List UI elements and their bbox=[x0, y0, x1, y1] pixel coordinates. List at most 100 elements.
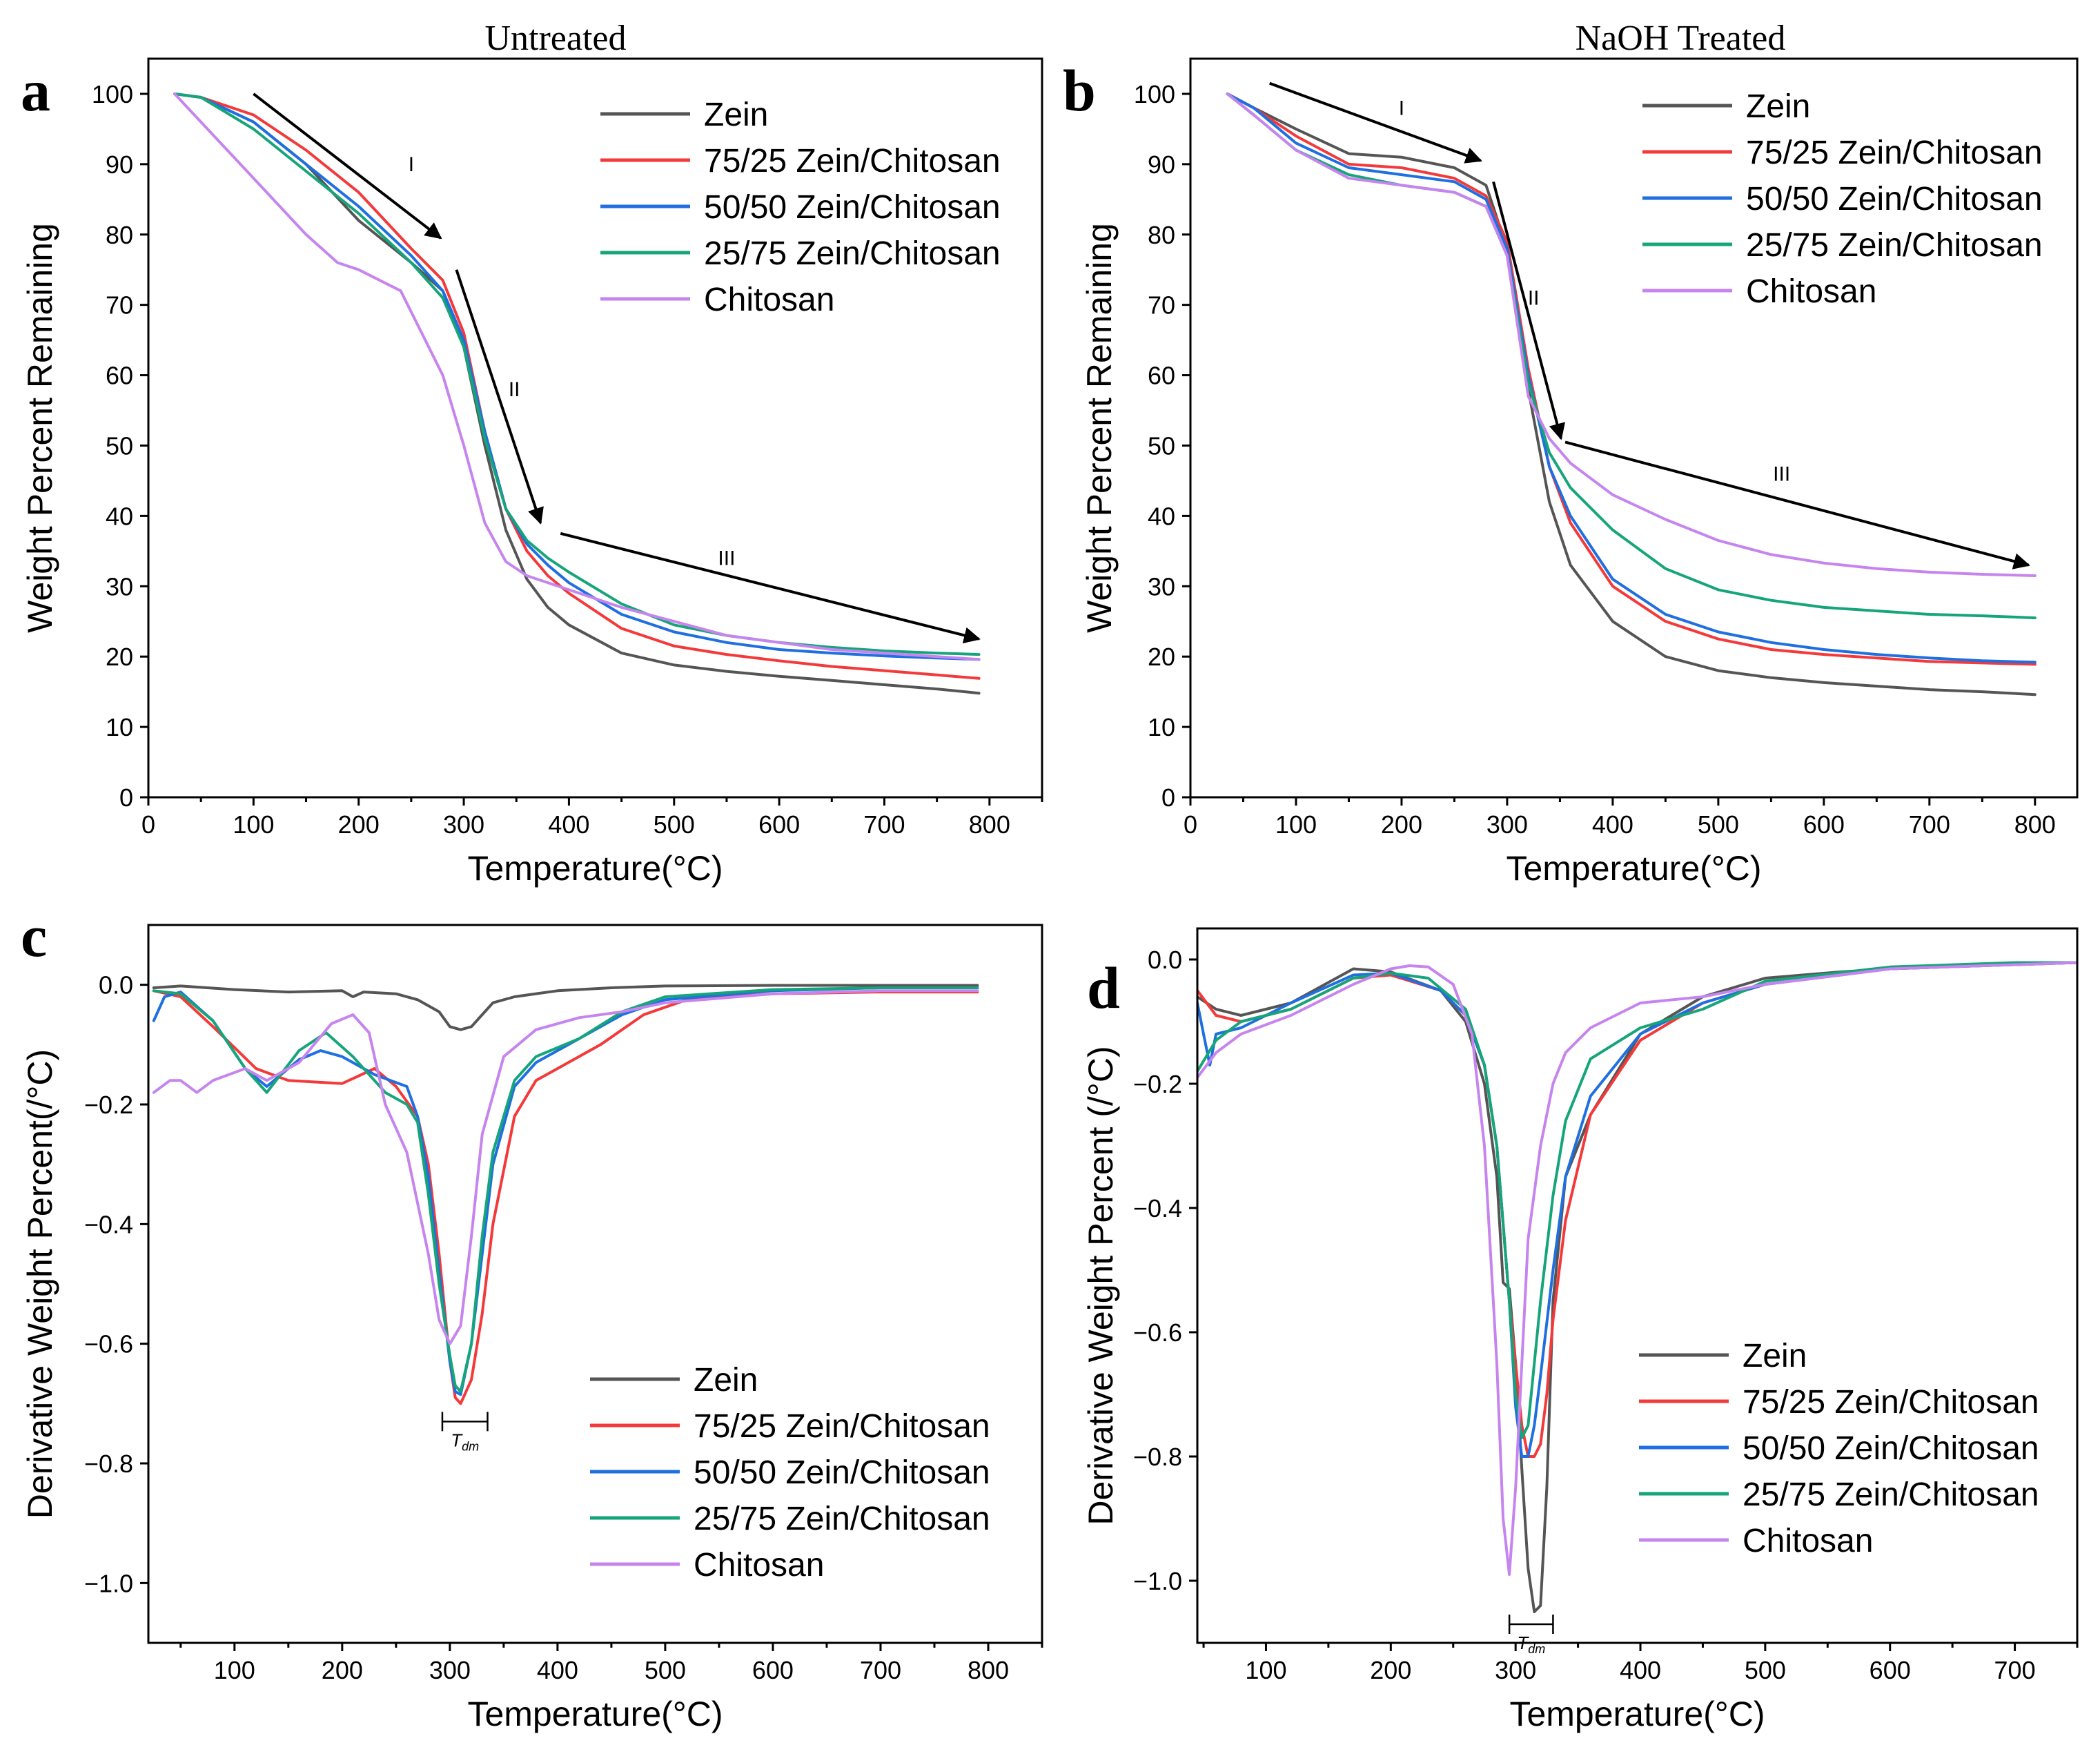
stage-label-b: III bbox=[1773, 462, 1790, 485]
stage-label-b: II bbox=[1528, 287, 1540, 310]
stage-arrow-b bbox=[1492, 181, 1566, 440]
y-tick-label-b: 50 bbox=[1148, 431, 1175, 460]
y-tick-label-a: 100 bbox=[92, 80, 133, 108]
y-tick-label-d: −0.4 bbox=[1133, 1194, 1182, 1222]
x-axis-label-c: Temperature(°C) bbox=[467, 1695, 723, 1733]
legend-label-25-75-zein-chitosan: 25/75 Zein/Chitosan bbox=[1743, 1477, 2039, 1513]
y-tick-label-a: 60 bbox=[106, 362, 133, 390]
series-line-b-75-25-zein-chitosan bbox=[1226, 92, 2037, 666]
x-tick-label-a: 400 bbox=[548, 810, 589, 839]
series-line-c-25-75-zein-chitosan bbox=[152, 986, 979, 1393]
tdm-bracket-c: Tdm bbox=[441, 1412, 489, 1453]
panel-d: 100 200 300 400 500 600 700 0.0 −0.2 −0.4 −0.6 −0.8… bbox=[1081, 927, 2079, 1733]
legend-label-50-50-zein-chitosan: 50/50 Zein/Chitosan bbox=[1746, 181, 2043, 217]
y-tick-label-b: 60 bbox=[1148, 362, 1175, 390]
x-tick-label-b: 600 bbox=[1803, 810, 1845, 839]
x-tick-label-c: 400 bbox=[537, 1656, 578, 1684]
x-tick-label-b: 700 bbox=[1909, 810, 1950, 839]
stage-label-a: III bbox=[718, 547, 735, 570]
panel-letter-d: d bbox=[1087, 955, 1120, 1021]
y-axis-label-d: Derivative Weight Percent (/°C) bbox=[1081, 1046, 1120, 1525]
legend-label-zein: Zein bbox=[1746, 88, 1810, 125]
y-tick-label-c: −1.0 bbox=[84, 1569, 133, 1597]
plot-frame-c bbox=[147, 924, 1043, 1644]
x-tick-label-b: 500 bbox=[1698, 810, 1739, 839]
y-tick-label-a: 50 bbox=[106, 431, 133, 460]
series-line-c-50-50-zein-chitosan bbox=[152, 986, 979, 1396]
legend-a: Zein 75/25 Zein/Chitosan 50/50 Zein/Chitos… bbox=[600, 97, 1001, 318]
x-axis-label-d: Temperature(°C) bbox=[1509, 1695, 1765, 1733]
tdm-bracket-d: Tdm bbox=[1508, 1615, 1554, 1656]
x-tick-label-d: 100 bbox=[1245, 1656, 1286, 1684]
legend-label-50-50-zein-chitosan: 50/50 Zein/Chitosan bbox=[694, 1454, 990, 1491]
x-tick-label-a: 300 bbox=[443, 810, 484, 839]
stage-label-a: II bbox=[509, 378, 520, 401]
x-tick-label-b: 800 bbox=[2014, 810, 2056, 839]
x-tick-label-a: 700 bbox=[863, 810, 905, 839]
plot-frame-d bbox=[1196, 927, 2079, 1644]
stage-arrow-a bbox=[253, 92, 442, 240]
series-line-d-50-50-zein-chitosan bbox=[1197, 961, 2077, 1458]
legend-label-50-50-zein-chitosan: 50/50 Zein/Chitosan bbox=[704, 189, 1001, 226]
series-line-a-25-75-zein-chitosan bbox=[173, 92, 981, 656]
legend-label-75-25-zein-chitosan: 75/25 Zein/Chitosan bbox=[704, 143, 1001, 179]
legend-label-25-75-zein-chitosan: 25/75 Zein/Chitosan bbox=[1746, 227, 2043, 264]
series-line-c-chitosan bbox=[152, 989, 979, 1345]
y-tick-label-c: −0.6 bbox=[84, 1330, 133, 1358]
y-tick-label-b: 70 bbox=[1148, 291, 1175, 320]
y-tick-label-b: 10 bbox=[1148, 713, 1175, 741]
x-tick-label-a: 600 bbox=[758, 810, 800, 839]
y-tick-label-a: 90 bbox=[106, 150, 133, 179]
y-axis-label-b: Weight Percent Remaining bbox=[1080, 223, 1119, 633]
legend-label-25-75-zein-chitosan: 25/75 Zein/Chitosan bbox=[694, 1501, 990, 1537]
x-tick-label-c: 600 bbox=[752, 1656, 794, 1684]
series-line-a-50-50-zein-chitosan bbox=[173, 92, 981, 661]
stage-arrow-a bbox=[455, 269, 544, 525]
x-tick-label-d: 300 bbox=[1495, 1656, 1536, 1684]
y-tick-label-a: 70 bbox=[106, 291, 133, 320]
legend-label-chitosan: Chitosan bbox=[704, 282, 834, 318]
series-line-b-25-75-zein-chitosan bbox=[1226, 92, 2037, 620]
x-tick-label-c: 200 bbox=[322, 1656, 363, 1684]
x-tick-label-d: 500 bbox=[1745, 1656, 1786, 1684]
series-line-c-75-25-zein-chitosan bbox=[152, 989, 979, 1405]
x-tick-label-a: 800 bbox=[969, 810, 1010, 839]
legend-label-zein: Zein bbox=[694, 1362, 758, 1399]
series-group-c bbox=[152, 984, 979, 1405]
y-tick-label-d: 0.0 bbox=[1148, 946, 1182, 974]
legend-label-75-25-zein-chitosan: 75/25 Zein/Chitosan bbox=[1743, 1384, 2039, 1421]
y-tick-label-a: 10 bbox=[106, 713, 133, 741]
legend-c: Zein 75/25 Zein/Chitosan 50/50 Zein/Chitos… bbox=[590, 1362, 990, 1584]
col-title-naoh: NaOH Treated bbox=[1576, 19, 1786, 58]
y-tick-label-a: 40 bbox=[106, 502, 133, 530]
y-tick-label-b: 30 bbox=[1148, 572, 1175, 601]
stage-arrow-a bbox=[560, 532, 981, 644]
x-tick-label-d: 700 bbox=[1994, 1656, 2036, 1684]
series-line-b-50-50-zein-chitosan bbox=[1226, 92, 2037, 664]
x-tick-label-b: 300 bbox=[1486, 810, 1528, 839]
x-tick-label-b: 400 bbox=[1592, 810, 1633, 839]
tdm-label-c: Tdm bbox=[451, 1430, 479, 1453]
series-group-b bbox=[1226, 92, 2037, 696]
y-tick-label-a: 80 bbox=[106, 221, 133, 249]
y-tick-label-d: −1.0 bbox=[1133, 1567, 1182, 1595]
legend-d: Zein 75/25 Zein/Chitosan 50/50 Zein/Chitos… bbox=[1639, 1338, 2039, 1559]
y-tick-label-b: 20 bbox=[1148, 643, 1175, 671]
stage-arrow-b bbox=[1564, 440, 2030, 569]
x-axis-label-b: Temperature(°C) bbox=[1506, 849, 1761, 888]
x-tick-label-d: 400 bbox=[1620, 1656, 1661, 1684]
series-line-c-zein bbox=[152, 984, 979, 1031]
series-group-a bbox=[173, 92, 981, 695]
y-tick-label-b: 80 bbox=[1148, 221, 1175, 249]
x-tick-label-b: 0 bbox=[1184, 810, 1197, 839]
series-line-a-chitosan bbox=[173, 92, 981, 661]
x-tick-label-d: 600 bbox=[1870, 1656, 1911, 1684]
stage-label-b: I bbox=[1399, 97, 1404, 120]
x-tick-label-b: 100 bbox=[1275, 810, 1317, 839]
y-tick-label-c: −0.4 bbox=[84, 1210, 133, 1238]
plot-frame-a bbox=[147, 57, 1043, 799]
y-tick-label-b: 0 bbox=[1161, 783, 1175, 812]
series-line-a-75-25-zein-chitosan bbox=[173, 92, 981, 680]
